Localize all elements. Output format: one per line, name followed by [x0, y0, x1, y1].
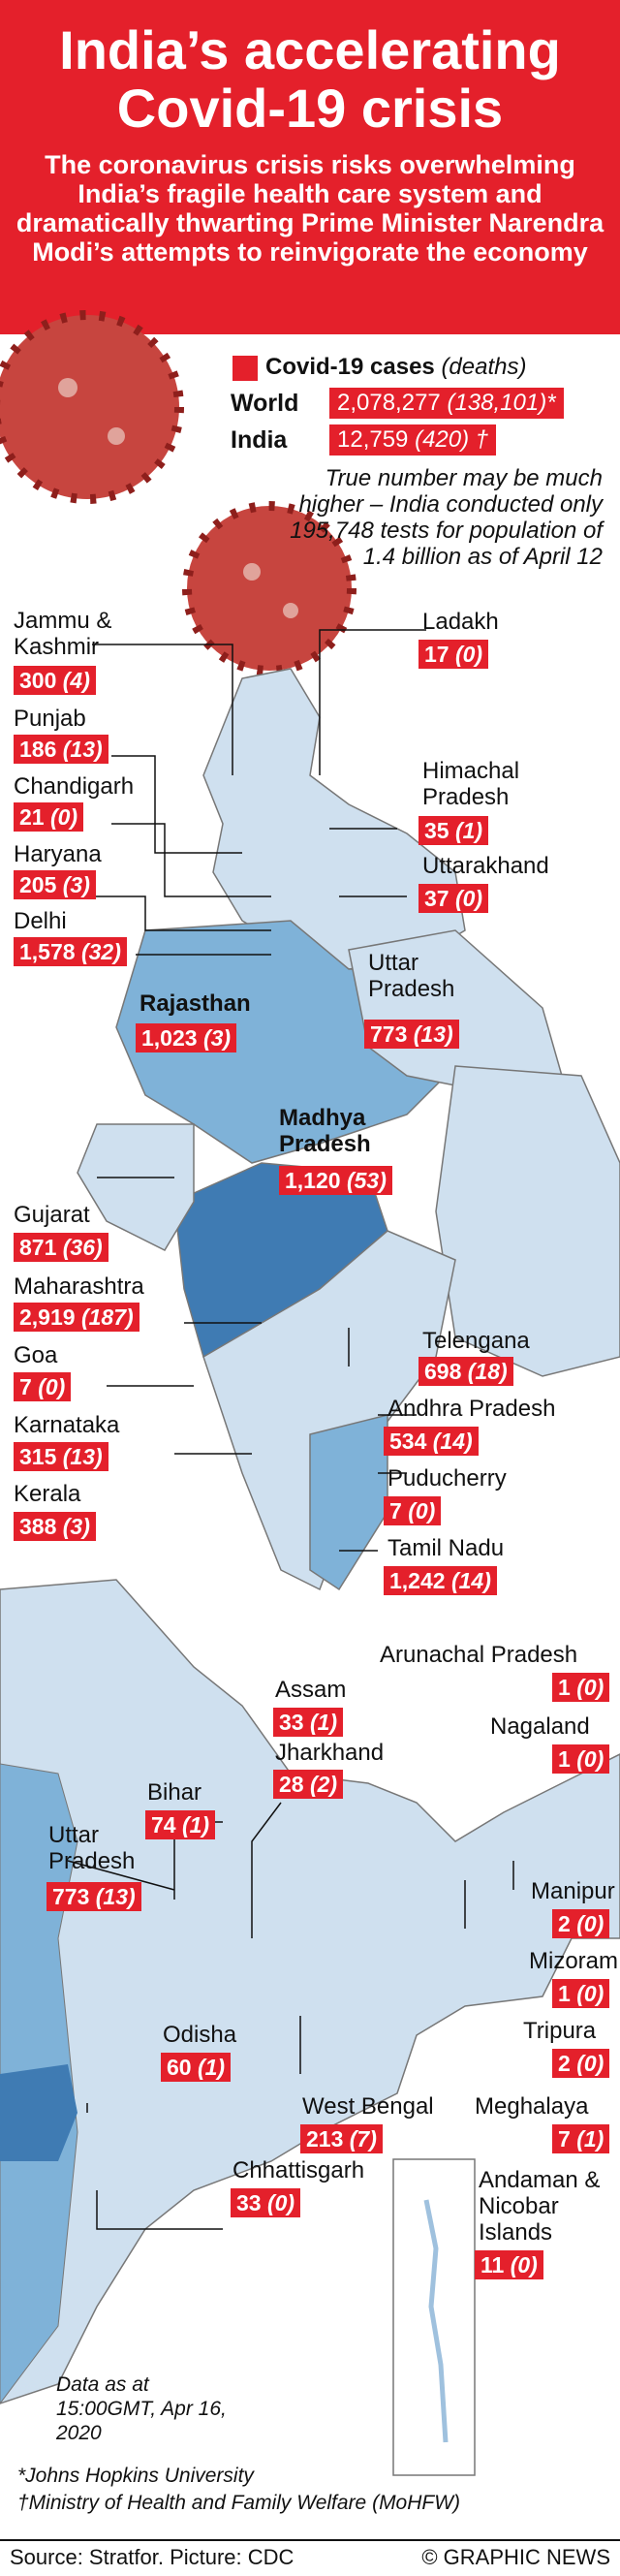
value-delhi: 1,578 (32) [14, 937, 127, 966]
label-himachal: Himachal Pradesh [422, 758, 520, 810]
label-ladakh: Ladakh [422, 609, 499, 635]
label-andaman: Andaman & Nicobar Islands [479, 2167, 601, 2246]
value-madhyapradesh: 1,120 (53) [279, 1166, 392, 1195]
value-jammu: 300 (4) [14, 666, 96, 695]
east-zoom-shape [0, 1579, 620, 2404]
label-kerala: Kerala [14, 1481, 81, 1507]
label-westbengal: West Bengal [302, 2093, 434, 2120]
label-nagaland: Nagaland [490, 1713, 590, 1740]
label-odisha: Odisha [163, 2022, 237, 2048]
value-tamilnadu: 1,242 (14) [384, 1566, 497, 1595]
value-meghalaya: 7 (1) [552, 2124, 610, 2153]
footer-bar: Source: Stratfor. Picture: CDC © GRAPHIC… [0, 2539, 620, 2576]
value-telengana: 698 (18) [418, 1357, 513, 1386]
value-assam: 33 (1) [273, 1708, 344, 1737]
virus-illustration [0, 310, 356, 675]
label-chandigarh: Chandigarh [14, 773, 135, 800]
value-chhattisgarh: 33 (0) [231, 2188, 301, 2217]
label-rajasthan: Rajasthan [140, 990, 251, 1017]
value-punjab: 186 (13) [14, 735, 108, 764]
value-andaman: 11 (0) [475, 2250, 543, 2279]
legend-label: Covid-19 cases (deaths) [265, 354, 527, 380]
value-arunachal: 1 (0) [552, 1673, 610, 1702]
label-delhi: Delhi [14, 908, 67, 934]
leader-lines [67, 629, 514, 2230]
label-andhra: Andhra Pradesh [388, 1396, 556, 1422]
value-karnataka: 315 (13) [14, 1442, 108, 1471]
label-bihar: Bihar [147, 1779, 202, 1806]
page-subtitle: The coronavirus crisis risks overwhelmin… [16, 150, 604, 267]
label-mizoram: Mizoram [529, 1948, 619, 1974]
value-goa: 7 (0) [14, 1372, 72, 1401]
east-india-shape [435, 1065, 620, 1377]
label-jharkhand: Jharkhand [275, 1740, 385, 1766]
east-zoom-dark-shape [0, 2064, 78, 2161]
data-date-note: Data as at 15:00GMT, Apr 16, 2020 [56, 2373, 227, 2444]
world-value: 2,078,277 (138,101)* [329, 388, 564, 419]
label-uttarpradesh: Uttar Pradesh [368, 950, 455, 1002]
value-puducherry: 7 (0) [384, 1496, 442, 1525]
value-haryana: 205 (3) [14, 870, 96, 899]
testing-note: True number may be much higher – India c… [290, 465, 603, 570]
india-label: India [231, 426, 288, 454]
label-arunachal: Arunachal Pradesh [380, 1642, 578, 1668]
value-maharashtra: 2,919 (187) [14, 1303, 140, 1332]
label-uttarpradesh2: Uttar Pradesh [48, 1822, 136, 1874]
label-haryana: Haryana [14, 841, 102, 867]
value-rajasthan: 1,023 (3) [136, 1023, 237, 1052]
value-jharkhand: 28 (2) [273, 1770, 344, 1799]
page-title: India’s accelerating Covid-19 crisis [59, 19, 561, 139]
gujarat-shape [77, 1123, 195, 1251]
value-gujarat: 871 (36) [14, 1233, 108, 1262]
value-himachal: 35 (1) [418, 816, 489, 845]
value-westbengal: 213 (7) [300, 2124, 383, 2153]
label-puducherry: Puducherry [388, 1465, 507, 1492]
value-mizoram: 1 (0) [552, 1979, 610, 2008]
credit-text: © GRAPHIC NEWS [421, 2545, 610, 2569]
value-tripura: 2 (0) [552, 2049, 610, 2078]
value-ladakh: 17 (0) [418, 640, 489, 669]
label-tripura: Tripura [523, 2018, 597, 2044]
world-label: World [231, 390, 299, 417]
label-punjab: Punjab [14, 706, 86, 732]
value-odisha: 60 (1) [161, 2053, 232, 2082]
label-gujarat: Gujarat [14, 1202, 90, 1228]
legend-swatch [232, 356, 258, 381]
label-goa: Goa [14, 1342, 58, 1368]
label-maharashtra: Maharashtra [14, 1273, 144, 1300]
footnote-mohfw: †Ministry of Health and Family Welfare (… [17, 2492, 461, 2514]
value-chandigarh: 21 (0) [14, 802, 84, 832]
label-manipur: Manipur [531, 1878, 615, 1904]
value-andhra: 534 (14) [384, 1427, 479, 1456]
footnote-jhu: *Johns Hopkins University [17, 2465, 254, 2487]
tamilnadu-shape [309, 1414, 388, 1591]
label-uttarakhand: Uttarakhand [422, 853, 549, 879]
label-karnataka: Karnataka [14, 1412, 120, 1438]
value-uttarakhand: 37 (0) [418, 884, 489, 913]
label-jammu: Jammu & Kashmir [14, 608, 112, 660]
label-assam: Assam [275, 1677, 347, 1703]
value-manipur: 2 (0) [552, 1909, 610, 1938]
value-bihar: 74 (1) [145, 1810, 216, 1839]
value-uttarpradesh: 773 (13) [364, 1020, 459, 1049]
label-madhyapradesh: Madhya Pradesh [279, 1105, 371, 1157]
india-value: 12,759 (420) † [329, 424, 497, 456]
value-kerala: 388 (3) [14, 1512, 96, 1541]
header-banner: India’s accelerating Covid-19 crisis The… [0, 0, 620, 334]
value-nagaland: 1 (0) [552, 1744, 610, 1774]
source-text: Source: Stratfor. Picture: CDC [10, 2545, 294, 2569]
label-telengana: Telengana [422, 1328, 530, 1354]
label-meghalaya: Meghalaya [475, 2093, 589, 2120]
value-uttarpradesh2: 773 (13) [46, 1882, 141, 1911]
label-tamilnadu: Tamil Nadu [388, 1535, 505, 1561]
label-chhattisgarh: Chhattisgarh [232, 2157, 365, 2183]
